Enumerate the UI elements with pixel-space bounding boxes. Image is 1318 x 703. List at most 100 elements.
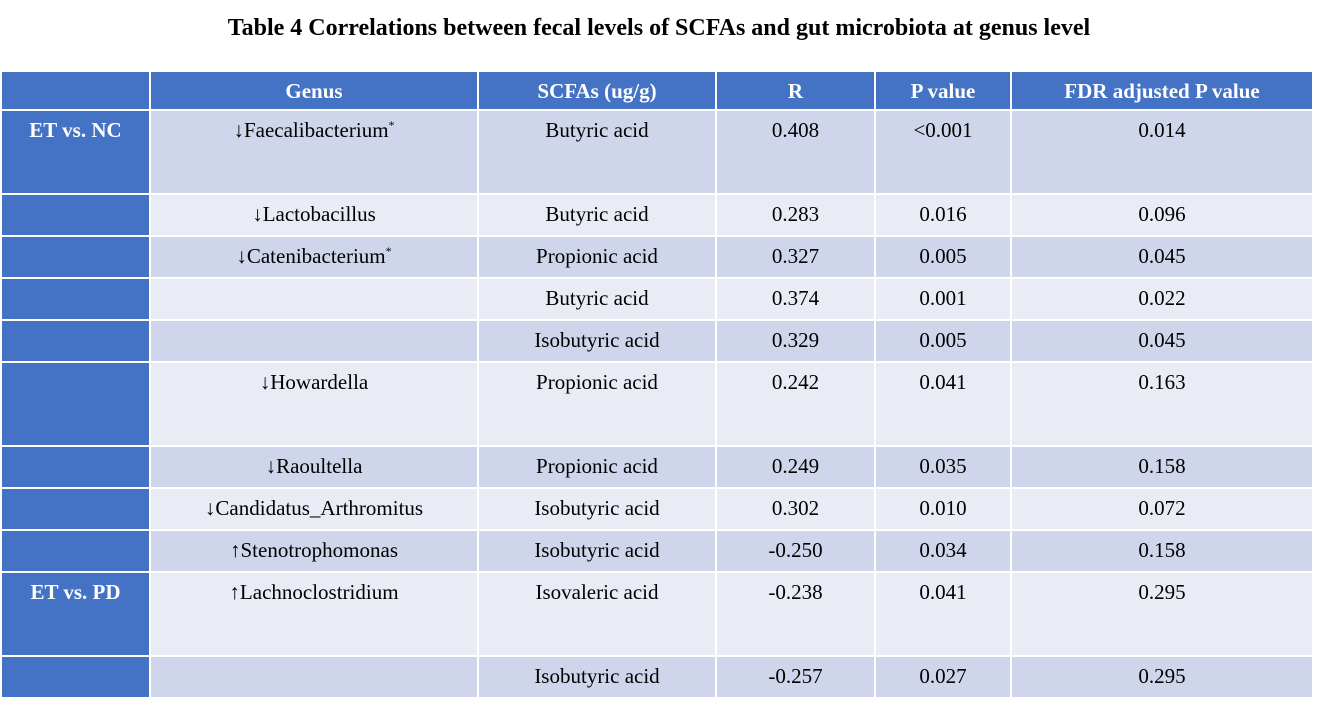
scfa-cell: Isobutyric acid xyxy=(479,531,715,571)
p-value-cell: 0.035 xyxy=(876,447,1010,487)
genus-cell: ↓Faecalibacterium* xyxy=(151,111,477,193)
r-cell: -0.250 xyxy=(717,531,874,571)
direction-arrow: ↓ xyxy=(233,118,244,142)
header-p-value: P value xyxy=(876,72,1010,109)
p-value-cell: 0.001 xyxy=(876,279,1010,319)
p-value-cell: 0.041 xyxy=(876,573,1010,655)
table-row: ET vs. PD ↑Lachnoclostridium Isovaleric … xyxy=(2,573,1312,655)
group-label xyxy=(2,237,149,277)
p-value-cell: 0.005 xyxy=(876,237,1010,277)
group-label xyxy=(2,447,149,487)
r-cell: 0.327 xyxy=(717,237,874,277)
genus-name: Faecalibacterium xyxy=(243,118,389,142)
header-row: Genus SCFAs (ug/g) R P value FDR adjuste… xyxy=(2,72,1312,109)
genus-cell: ↑Lachnoclostridium xyxy=(151,573,477,655)
genus-name: Raoultella xyxy=(276,454,363,478)
header-fdr: FDR adjusted P value xyxy=(1012,72,1312,109)
fdr-cell: 0.096 xyxy=(1012,195,1312,235)
genus-cell: ↑Stenotrophomonas xyxy=(151,531,477,571)
scfa-cell: Butyric acid xyxy=(479,279,715,319)
correlation-table: Genus SCFAs (ug/g) R P value FDR adjuste… xyxy=(0,70,1314,699)
direction-arrow: ↓ xyxy=(204,496,216,520)
r-cell: 0.283 xyxy=(717,195,874,235)
table-row: Isobutyric acid -0.257 0.027 0.295 xyxy=(2,657,1312,697)
r-cell: 0.408 xyxy=(717,111,874,193)
scfa-cell: Propionic acid xyxy=(479,363,715,445)
scfa-cell: Propionic acid xyxy=(479,237,715,277)
fdr-cell: 0.158 xyxy=(1012,447,1312,487)
table-row: ET vs. NC ↓Faecalibacterium* Butyric aci… xyxy=(2,111,1312,193)
fdr-cell: 0.072 xyxy=(1012,489,1312,529)
genus-cell: ↓Candidatus_Arthromitus xyxy=(151,489,477,529)
scfa-cell: Isobutyric acid xyxy=(479,657,715,697)
group-label xyxy=(2,531,149,571)
fdr-cell: 0.022 xyxy=(1012,279,1312,319)
table-row: Butyric acid 0.374 0.001 0.022 xyxy=(2,279,1312,319)
direction-arrow: ↓ xyxy=(259,370,271,394)
header-genus: Genus xyxy=(151,72,477,109)
r-cell: 0.302 xyxy=(717,489,874,529)
p-value-cell: 0.016 xyxy=(876,195,1010,235)
r-cell: -0.257 xyxy=(717,657,874,697)
scfa-cell: Butyric acid xyxy=(479,111,715,193)
table-row: ↓Candidatus_Arthromitus Isobutyric acid … xyxy=(2,489,1312,529)
group-label: ET vs. NC xyxy=(2,111,149,193)
table-title: Table 4 Correlations between fecal level… xyxy=(227,15,1091,41)
genus-name: Candidatus_Arthromitus xyxy=(215,496,424,520)
p-value-cell: 0.005 xyxy=(876,321,1010,361)
table-row: Isobutyric acid 0.329 0.005 0.045 xyxy=(2,321,1312,361)
fdr-cell: 0.014 xyxy=(1012,111,1312,193)
p-value-cell: 0.041 xyxy=(876,363,1010,445)
fdr-cell: 0.045 xyxy=(1012,321,1312,361)
group-label xyxy=(2,195,149,235)
direction-arrow: ↓ xyxy=(252,202,263,226)
direction-arrow: ↑ xyxy=(229,580,240,604)
group-label xyxy=(2,489,149,529)
p-value-cell: 0.010 xyxy=(876,489,1010,529)
header-group xyxy=(2,72,149,109)
table-row: ↓Catenibacterium* Propionic acid 0.327 0… xyxy=(2,237,1312,277)
fdr-cell: 0.045 xyxy=(1012,237,1312,277)
genus-cell: ↓Lactobacillus xyxy=(151,195,477,235)
genus-cell xyxy=(151,279,477,319)
r-cell: -0.238 xyxy=(717,573,874,655)
group-label: ET vs. PD xyxy=(2,573,149,655)
genus-cell: ↓Catenibacterium* xyxy=(151,237,477,277)
scfa-cell: Propionic acid xyxy=(479,447,715,487)
fdr-cell: 0.158 xyxy=(1012,531,1312,571)
r-cell: 0.249 xyxy=(717,447,874,487)
header-scfas: SCFAs (ug/g) xyxy=(479,72,715,109)
genus-name: Lachnoclostridium xyxy=(239,580,399,604)
significance-mark: * xyxy=(385,244,392,258)
genus-name: Stenotrophomonas xyxy=(240,538,399,562)
group-label xyxy=(2,657,149,697)
direction-arrow: ↓ xyxy=(265,454,277,478)
direction-arrow: ↑ xyxy=(230,538,241,562)
fdr-cell: 0.163 xyxy=(1012,363,1312,445)
table-row: ↓Lactobacillus Butyric acid 0.283 0.016 … xyxy=(2,195,1312,235)
genus-cell: ↓Howardella xyxy=(151,363,477,445)
scfa-cell: Isobutyric acid xyxy=(479,489,715,529)
table-row: ↑Stenotrophomonas Isobutyric acid -0.250… xyxy=(2,531,1312,571)
genus-name: Lactobacillus xyxy=(262,202,376,226)
genus-cell xyxy=(151,321,477,361)
scfa-cell: Isovaleric acid xyxy=(479,573,715,655)
r-cell: 0.242 xyxy=(717,363,874,445)
genus-cell: ↓Raoultella xyxy=(151,447,477,487)
table-row: ↓Howardella Propionic acid 0.242 0.041 0… xyxy=(2,363,1312,445)
fdr-cell: 0.295 xyxy=(1012,657,1312,697)
significance-mark: * xyxy=(388,118,395,132)
genus-name: Catenibacterium xyxy=(246,244,386,268)
group-label xyxy=(2,279,149,319)
genus-name: Howardella xyxy=(270,370,369,394)
table-row: ↓Raoultella Propionic acid 0.249 0.035 0… xyxy=(2,447,1312,487)
group-label xyxy=(2,321,149,361)
p-value-cell: 0.027 xyxy=(876,657,1010,697)
scfa-cell: Butyric acid xyxy=(479,195,715,235)
p-value-cell: <0.001 xyxy=(876,111,1010,193)
r-cell: 0.374 xyxy=(717,279,874,319)
genus-cell xyxy=(151,657,477,697)
p-value-cell: 0.034 xyxy=(876,531,1010,571)
fdr-cell: 0.295 xyxy=(1012,573,1312,655)
header-r: R xyxy=(717,72,874,109)
